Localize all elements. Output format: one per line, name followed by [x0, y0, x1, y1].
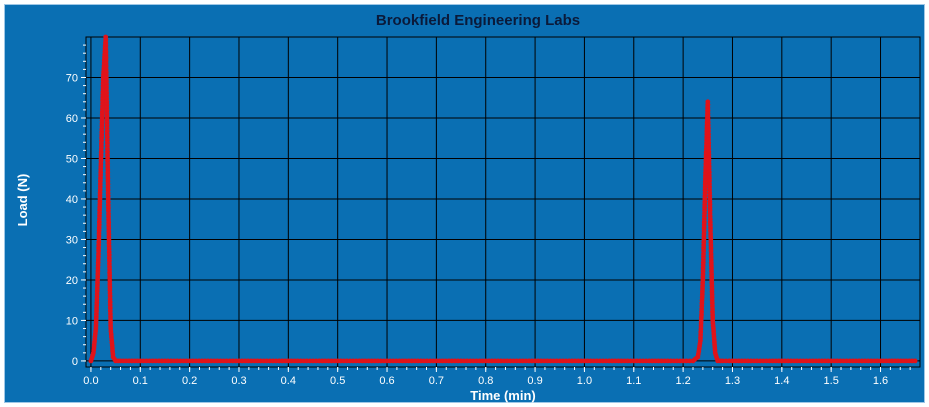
- y-axis: 0 10 20 30 40 50 60 70: [66, 44, 86, 368]
- x-tick-label: 1.5: [824, 375, 839, 387]
- x-tick-label: 0.9: [527, 375, 542, 387]
- x-tick-label: 1.0: [577, 375, 592, 387]
- y-tick-label: 40: [66, 194, 78, 206]
- x-tick-label: 1.1: [626, 375, 641, 387]
- data-point: [687, 358, 693, 364]
- x-tick-label: 0.4: [281, 375, 296, 387]
- x-tick-label: 0.6: [379, 375, 394, 387]
- data-point: [723, 358, 729, 364]
- plot-area: [85, 36, 921, 368]
- chart-title: Brookfield Engineering Labs: [376, 12, 580, 29]
- data-point: [720, 358, 725, 364]
- y-tick-label: 20: [66, 275, 78, 287]
- y-tick-label: 50: [66, 153, 78, 165]
- data-point: [684, 358, 689, 364]
- x-tick-label: 1.2: [675, 375, 690, 387]
- data-point: [912, 358, 918, 364]
- chart-svg: Brookfield Engineering Labs 0 10 20 30 40 50 6…: [15, 12, 921, 403]
- x-tick-label: 0.3: [231, 375, 246, 387]
- x-axis-title: Time (min): [470, 388, 536, 403]
- x-tick-label: 0.0: [83, 375, 98, 387]
- y-tick-label: 30: [66, 234, 78, 246]
- chart-frame: Brookfield Engineering Labs 0 10 20 30 40 50 6…: [4, 4, 925, 403]
- x-tick-label: 1.4: [774, 375, 789, 387]
- y-axis-title: Load (N): [15, 174, 30, 227]
- y-tick-label: 0: [72, 356, 78, 368]
- x-axis: 0.0 0.1 0.2 0.3 0.4 0.5 0.6 0.7 0.8 0.9 1.0 1.1 1.2 1…: [83, 367, 911, 387]
- data-point: [726, 358, 732, 364]
- x-tick-label: 1.6: [873, 375, 888, 387]
- series-load: [88, 34, 918, 364]
- data-point: [680, 358, 686, 364]
- x-tick-label: 0.8: [478, 375, 493, 387]
- y-tick-label: 10: [66, 315, 78, 327]
- x-tick-label: 0.7: [429, 375, 444, 387]
- y-tick-label: 70: [66, 72, 78, 84]
- x-tick-label: 0.5: [330, 375, 345, 387]
- x-tick-label: 1.3: [725, 375, 740, 387]
- x-tick-label: 0.1: [133, 375, 148, 387]
- y-tick-label: 60: [66, 113, 78, 125]
- x-tick-label: 0.2: [182, 375, 197, 387]
